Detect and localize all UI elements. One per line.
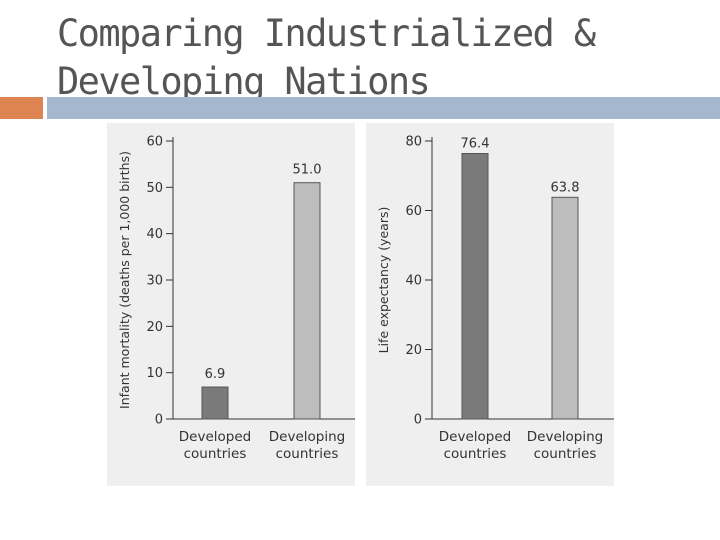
- x-category-label-line: countries: [534, 446, 597, 462]
- bar-developed: [201, 386, 229, 420]
- slide-title: Comparing Industrialized & Developing Na…: [57, 12, 596, 103]
- y-tick-label: 40: [405, 274, 422, 289]
- x-category-label-line: countries: [184, 446, 247, 462]
- x-category-label-line: Developed: [179, 429, 251, 445]
- y-tick-label: 20: [405, 343, 422, 358]
- y-tick-label: 60: [405, 204, 422, 219]
- accent-square: [0, 97, 43, 119]
- x-category-label-line: countries: [276, 446, 339, 462]
- bar-value-label: 51.0: [293, 163, 322, 178]
- life-expectancy-chart-svg: 0 20 40 60 80 Life expectancy (years) 76.4 Deve…: [376, 135, 614, 462]
- bar-value-label: 6.9: [205, 367, 226, 382]
- x-category-label-line: countries: [444, 446, 507, 462]
- bar-developed: [461, 153, 489, 420]
- x-category-label: Developed countries: [179, 429, 251, 462]
- y-tick-label: 60: [146, 135, 163, 150]
- bar-developing: [551, 196, 579, 420]
- y-tick-label: 20: [146, 320, 163, 335]
- x-category-label: Developed countries: [439, 429, 511, 462]
- infant-mortality-chart-svg: 0 10 20 30 40 50 60 Infant mortality (deaths pe…: [117, 135, 355, 462]
- y-tick-label: 10: [146, 366, 163, 381]
- x-category-label-line: Developed: [439, 429, 511, 445]
- bar-value-label: 63.8: [551, 180, 580, 195]
- infant-mortality-chart: 0 10 20 30 40 50 60 Infant mortality (deaths pe…: [107, 123, 355, 486]
- y-tick-label: 40: [146, 227, 163, 242]
- bar-developing: [293, 182, 321, 420]
- bar-value-label: 76.4: [461, 137, 490, 152]
- y-tick-label: 30: [146, 274, 163, 289]
- x-category-label: Developing countries: [527, 429, 603, 462]
- x-category-label: Developing countries: [269, 429, 345, 462]
- y-tick-label: 0: [414, 413, 422, 428]
- y-tick-label: 50: [146, 181, 163, 196]
- x-category-label-line: Developing: [269, 429, 345, 445]
- y-axis-title: Life expectancy (years): [376, 207, 391, 354]
- life-expectancy-chart: 0 20 40 60 80 Life expectancy (years) 76.4 Deve…: [366, 123, 614, 486]
- y-tick-label: 0: [155, 413, 163, 428]
- x-category-label-line: Developing: [527, 429, 603, 445]
- y-axis-title: Infant mortality (deaths per 1,000 birth…: [117, 151, 132, 409]
- accent-bar: [47, 97, 720, 119]
- y-tick-label: 80: [405, 135, 422, 150]
